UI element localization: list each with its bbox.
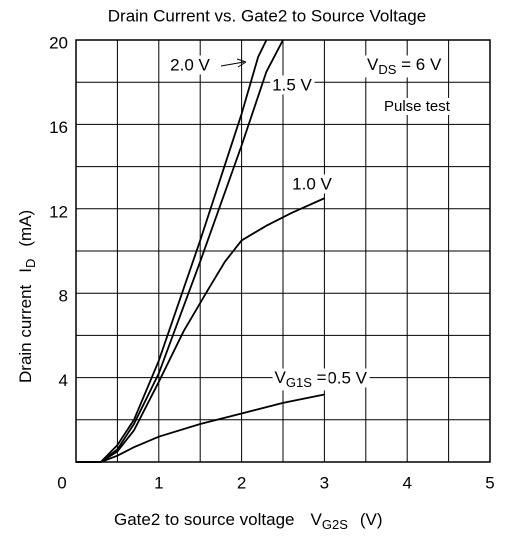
y-tick-label: 16 bbox=[49, 118, 68, 137]
label-part: = 6 V bbox=[396, 55, 442, 74]
y-tick-label: 12 bbox=[49, 202, 68, 221]
label-part: Drain current bbox=[16, 284, 35, 383]
label-part: (mA) bbox=[16, 210, 35, 247]
x-tick-label: 1 bbox=[154, 473, 163, 492]
label-part: V bbox=[367, 55, 379, 74]
label-background bbox=[382, 97, 453, 115]
label-background bbox=[325, 368, 370, 388]
label-part: I bbox=[16, 268, 35, 273]
label-part: V bbox=[275, 368, 287, 387]
series-line bbox=[76, 39, 284, 463]
x-tick-label: 4 bbox=[402, 473, 411, 492]
label: Gate2 to source voltage VG2S (V) bbox=[114, 510, 383, 532]
series-line bbox=[76, 39, 268, 463]
chart-title: Drain Current vs. Gate2 to Source Voltag… bbox=[108, 6, 426, 25]
label-background bbox=[290, 174, 335, 194]
label-background bbox=[365, 55, 444, 78]
label-background bbox=[168, 55, 213, 75]
y-tick-label: 20 bbox=[49, 33, 68, 52]
label: VDS = 6 V bbox=[367, 55, 442, 77]
x-tick-label: 3 bbox=[320, 473, 329, 492]
series-line bbox=[76, 393, 325, 463]
label-background bbox=[270, 75, 315, 95]
note: Pulse test bbox=[384, 98, 451, 115]
x-tick-label: 0 bbox=[57, 473, 66, 492]
label-part: DS bbox=[378, 62, 396, 77]
label-part: D bbox=[23, 259, 38, 268]
y-tick-label: 8 bbox=[59, 287, 68, 306]
label-part: G2S bbox=[322, 517, 348, 532]
label-part: (V) bbox=[360, 510, 383, 529]
label-part: Gate2 to source voltage bbox=[114, 510, 295, 529]
legend-label: 1.5 V bbox=[272, 75, 312, 94]
label-part: V bbox=[311, 510, 323, 529]
x-tick-label: 2 bbox=[237, 473, 246, 492]
legend-label: 2.0 V bbox=[170, 55, 210, 74]
label: VG1S = bbox=[275, 368, 327, 390]
arrow bbox=[220, 61, 245, 67]
x-tick-label: 5 bbox=[485, 473, 494, 492]
legend-label: 1.0 V bbox=[292, 174, 332, 193]
y-tick-label: 4 bbox=[59, 371, 68, 390]
label-part: G1S bbox=[286, 375, 312, 390]
legend-label: 0.5 V bbox=[327, 368, 367, 387]
label-part: = bbox=[312, 368, 327, 387]
label: Drain current ID (mA) bbox=[16, 210, 38, 383]
series-line bbox=[76, 197, 325, 463]
arrow-head bbox=[236, 58, 247, 68]
label-background bbox=[272, 368, 329, 391]
